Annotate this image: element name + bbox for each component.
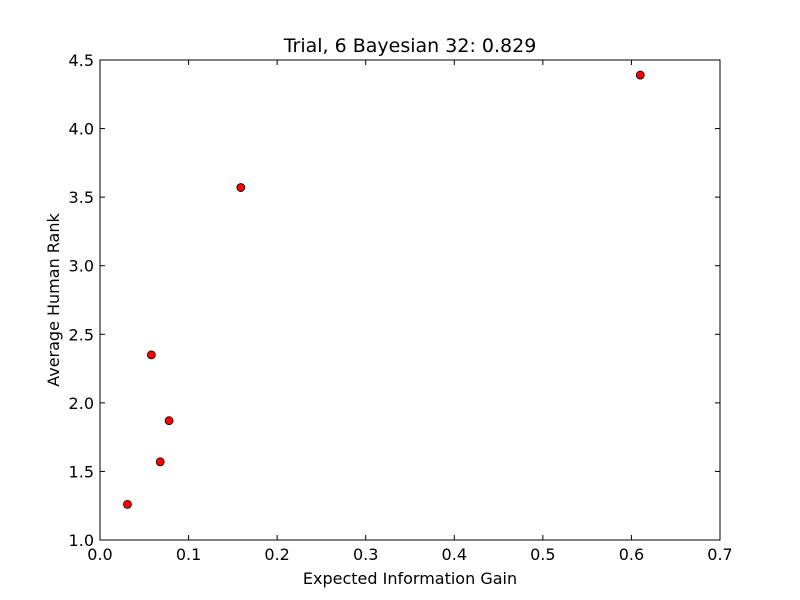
points-layer [123,70,645,509]
scatter-point [236,183,246,192]
y-axis-label: Average Human Rank [44,212,63,386]
x-axis-label: Expected Information Gain [303,569,517,588]
x-tick-label: 0.4 [442,545,467,564]
ticks-layer: 0.0 0.1 0.2 0.3 0.4 0.5 0.6 0.7 1.0 1.5 2.0 2.5 3.0 3… [69,51,733,564]
x-tick-label: 0.0 [87,545,112,564]
scatter-point [635,70,645,80]
scatter-point [155,457,165,467]
scatter-point [164,416,174,426]
x-tick-label: 0.5 [530,545,555,564]
x-tick-label: 0.2 [264,545,289,564]
chart-title: Trial, 6 Bayesian 32: 0.829 [283,35,537,57]
y-tick-label: 1.5 [69,462,94,481]
y-tick-label: 3.5 [69,188,94,207]
plot-area-frame [99,59,721,541]
scatter-point [146,350,156,360]
scatter-point [123,499,132,509]
y-tick-label: 1.0 [69,531,94,550]
y-tick-label: 2.5 [69,325,94,344]
y-tick-label: 3.0 [69,257,94,276]
y-tick-label: 2.0 [69,394,94,413]
x-tick-label: 0.7 [707,545,732,564]
x-tick-label: 0.3 [353,545,378,564]
y-tick-label: 4.5 [69,51,94,70]
x-tick-label: 0.6 [619,545,644,564]
y-tick-label: 4.0 [69,120,94,139]
x-tick-label: 0.1 [176,545,201,564]
